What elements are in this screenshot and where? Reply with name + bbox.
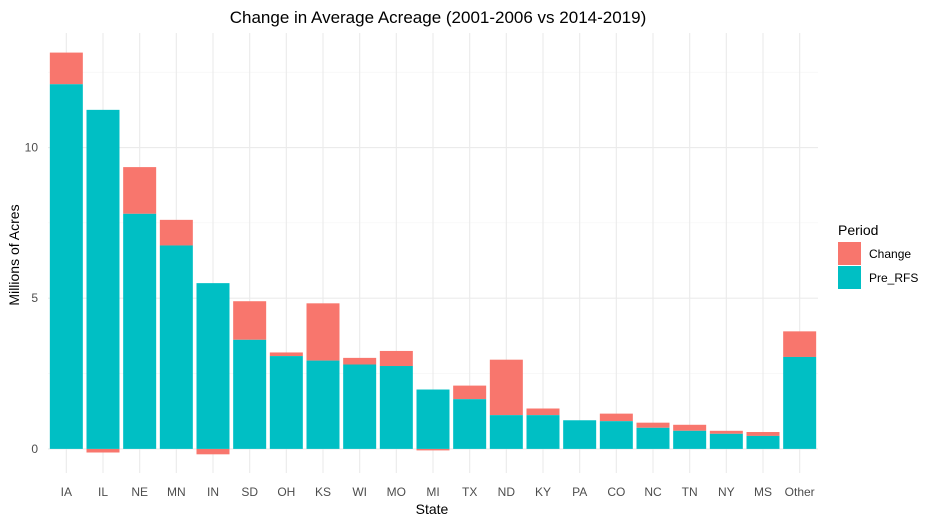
bar-change [746, 432, 780, 436]
bar-change [599, 413, 633, 422]
bars [49, 52, 817, 455]
bar-pre-rfs [636, 427, 670, 449]
x-tick-label: MO [387, 485, 406, 499]
x-tick-label: MI [426, 485, 439, 499]
bar-change [196, 448, 230, 455]
x-tick-label: KY [535, 485, 551, 499]
bar-change [489, 359, 523, 416]
bar-pre-rfs [233, 339, 267, 449]
x-tick-label: MN [167, 485, 186, 499]
x-tick-label: NE [131, 485, 148, 499]
legend-title: Period [838, 222, 878, 238]
bar-change [233, 301, 267, 340]
bar-change [49, 52, 83, 85]
bar-change [709, 430, 743, 434]
bar-pre-rfs [86, 109, 120, 449]
bar-change [636, 422, 670, 428]
bar-change [379, 350, 413, 367]
y-tick-label: 5 [31, 291, 38, 305]
bar-pre-rfs [563, 420, 597, 449]
legend: Period Change Pre_RFS [838, 222, 918, 289]
bar-change [343, 357, 377, 365]
bar-pre-rfs [49, 84, 83, 449]
bar-pre-rfs [306, 360, 340, 449]
bar-pre-rfs [783, 356, 817, 449]
bar-pre-rfs [123, 213, 157, 449]
bar-change [783, 331, 817, 357]
bar-change [453, 385, 487, 400]
bar-pre-rfs [343, 364, 377, 449]
x-tick-label: OH [277, 485, 295, 499]
x-tick-label: IL [98, 485, 108, 499]
bar-pre-rfs [196, 283, 230, 449]
x-tick-label: MS [754, 485, 772, 499]
bar-pre-rfs [746, 435, 780, 449]
x-tick-label: KS [315, 485, 331, 499]
bar-change [86, 448, 120, 453]
y-axis-ticks: 0 5 10 [25, 141, 39, 456]
bar-change [526, 408, 560, 416]
bar-pre-rfs [269, 356, 303, 449]
x-tick-label: NY [718, 485, 735, 499]
bar-pre-rfs [379, 366, 413, 449]
x-tick-label: TN [682, 485, 698, 499]
x-tick-label: WI [352, 485, 367, 499]
bar-change [673, 424, 707, 431]
x-tick-label: IA [61, 485, 72, 499]
x-axis-ticks: IA IL NE MN IN SD OH KS WI MO MI TX ND KY PA CO NC TN NY MS… [61, 485, 815, 499]
y-axis-title: Millions of Acres [6, 204, 22, 305]
bar-change [269, 352, 303, 357]
bar-change [416, 448, 450, 451]
bar-pre-rfs [453, 399, 487, 449]
bar-pre-rfs [416, 389, 450, 449]
bar-change [159, 219, 193, 246]
bar-pre-rfs [709, 433, 743, 449]
x-tick-label: NC [644, 485, 662, 499]
bar-pre-rfs [673, 430, 707, 449]
x-tick-label: TX [462, 485, 477, 499]
legend-key [838, 242, 861, 265]
x-tick-label: ND [498, 485, 516, 499]
y-tick-label: 0 [31, 442, 38, 456]
bar-pre-rfs [599, 421, 633, 449]
x-tick-label: IN [207, 485, 219, 499]
bar-pre-rfs [526, 415, 560, 449]
x-tick-label: Other [785, 485, 815, 499]
bar-change [306, 303, 340, 361]
y-tick-label: 10 [25, 141, 39, 155]
legend-key [838, 266, 861, 289]
bar-pre-rfs [489, 415, 523, 449]
bar-change [123, 167, 157, 214]
x-tick-label: PA [572, 485, 587, 499]
legend-label: Pre_RFS [869, 271, 918, 285]
bar-pre-rfs [159, 245, 193, 449]
x-tick-label: CO [607, 485, 625, 499]
x-tick-label: SD [241, 485, 258, 499]
chart-title: Change in Average Acreage (2001-2006 vs … [230, 8, 647, 27]
legend-label: Change [869, 247, 911, 261]
x-axis-title: State [416, 501, 449, 517]
